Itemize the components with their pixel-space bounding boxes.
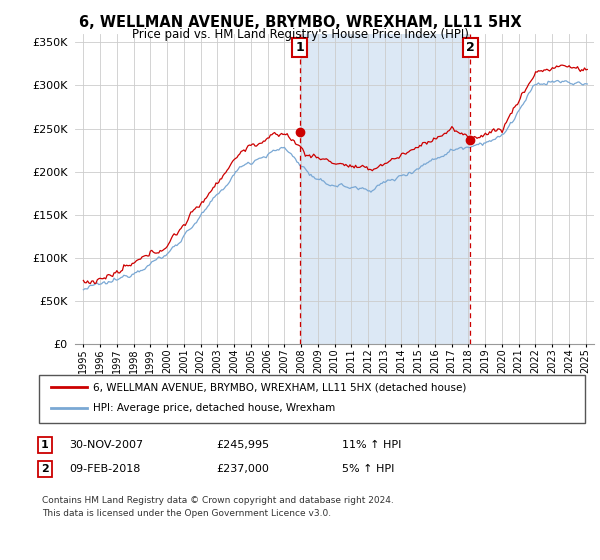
Text: Contains HM Land Registry data © Crown copyright and database right 2024.
This d: Contains HM Land Registry data © Crown c… bbox=[42, 496, 394, 518]
Text: 6, WELLMAN AVENUE, BRYMBO, WREXHAM, LL11 5HX (detached house): 6, WELLMAN AVENUE, BRYMBO, WREXHAM, LL11… bbox=[93, 382, 466, 393]
Text: 5% ↑ HPI: 5% ↑ HPI bbox=[342, 464, 394, 474]
Text: 6, WELLMAN AVENUE, BRYMBO, WREXHAM, LL11 5HX: 6, WELLMAN AVENUE, BRYMBO, WREXHAM, LL11… bbox=[79, 15, 521, 30]
Text: 2: 2 bbox=[41, 464, 49, 474]
Text: 09-FEB-2018: 09-FEB-2018 bbox=[69, 464, 140, 474]
Text: Price paid vs. HM Land Registry's House Price Index (HPI): Price paid vs. HM Land Registry's House … bbox=[131, 28, 469, 41]
Text: 1: 1 bbox=[41, 440, 49, 450]
Text: £237,000: £237,000 bbox=[216, 464, 269, 474]
Text: HPI: Average price, detached house, Wrexham: HPI: Average price, detached house, Wrex… bbox=[93, 403, 335, 413]
Text: 1: 1 bbox=[295, 41, 304, 54]
Text: 30-NOV-2007: 30-NOV-2007 bbox=[69, 440, 143, 450]
Text: 2: 2 bbox=[466, 41, 475, 54]
Text: 11% ↑ HPI: 11% ↑ HPI bbox=[342, 440, 401, 450]
Bar bbox=[299, 34, 470, 344]
Text: £245,995: £245,995 bbox=[216, 440, 269, 450]
